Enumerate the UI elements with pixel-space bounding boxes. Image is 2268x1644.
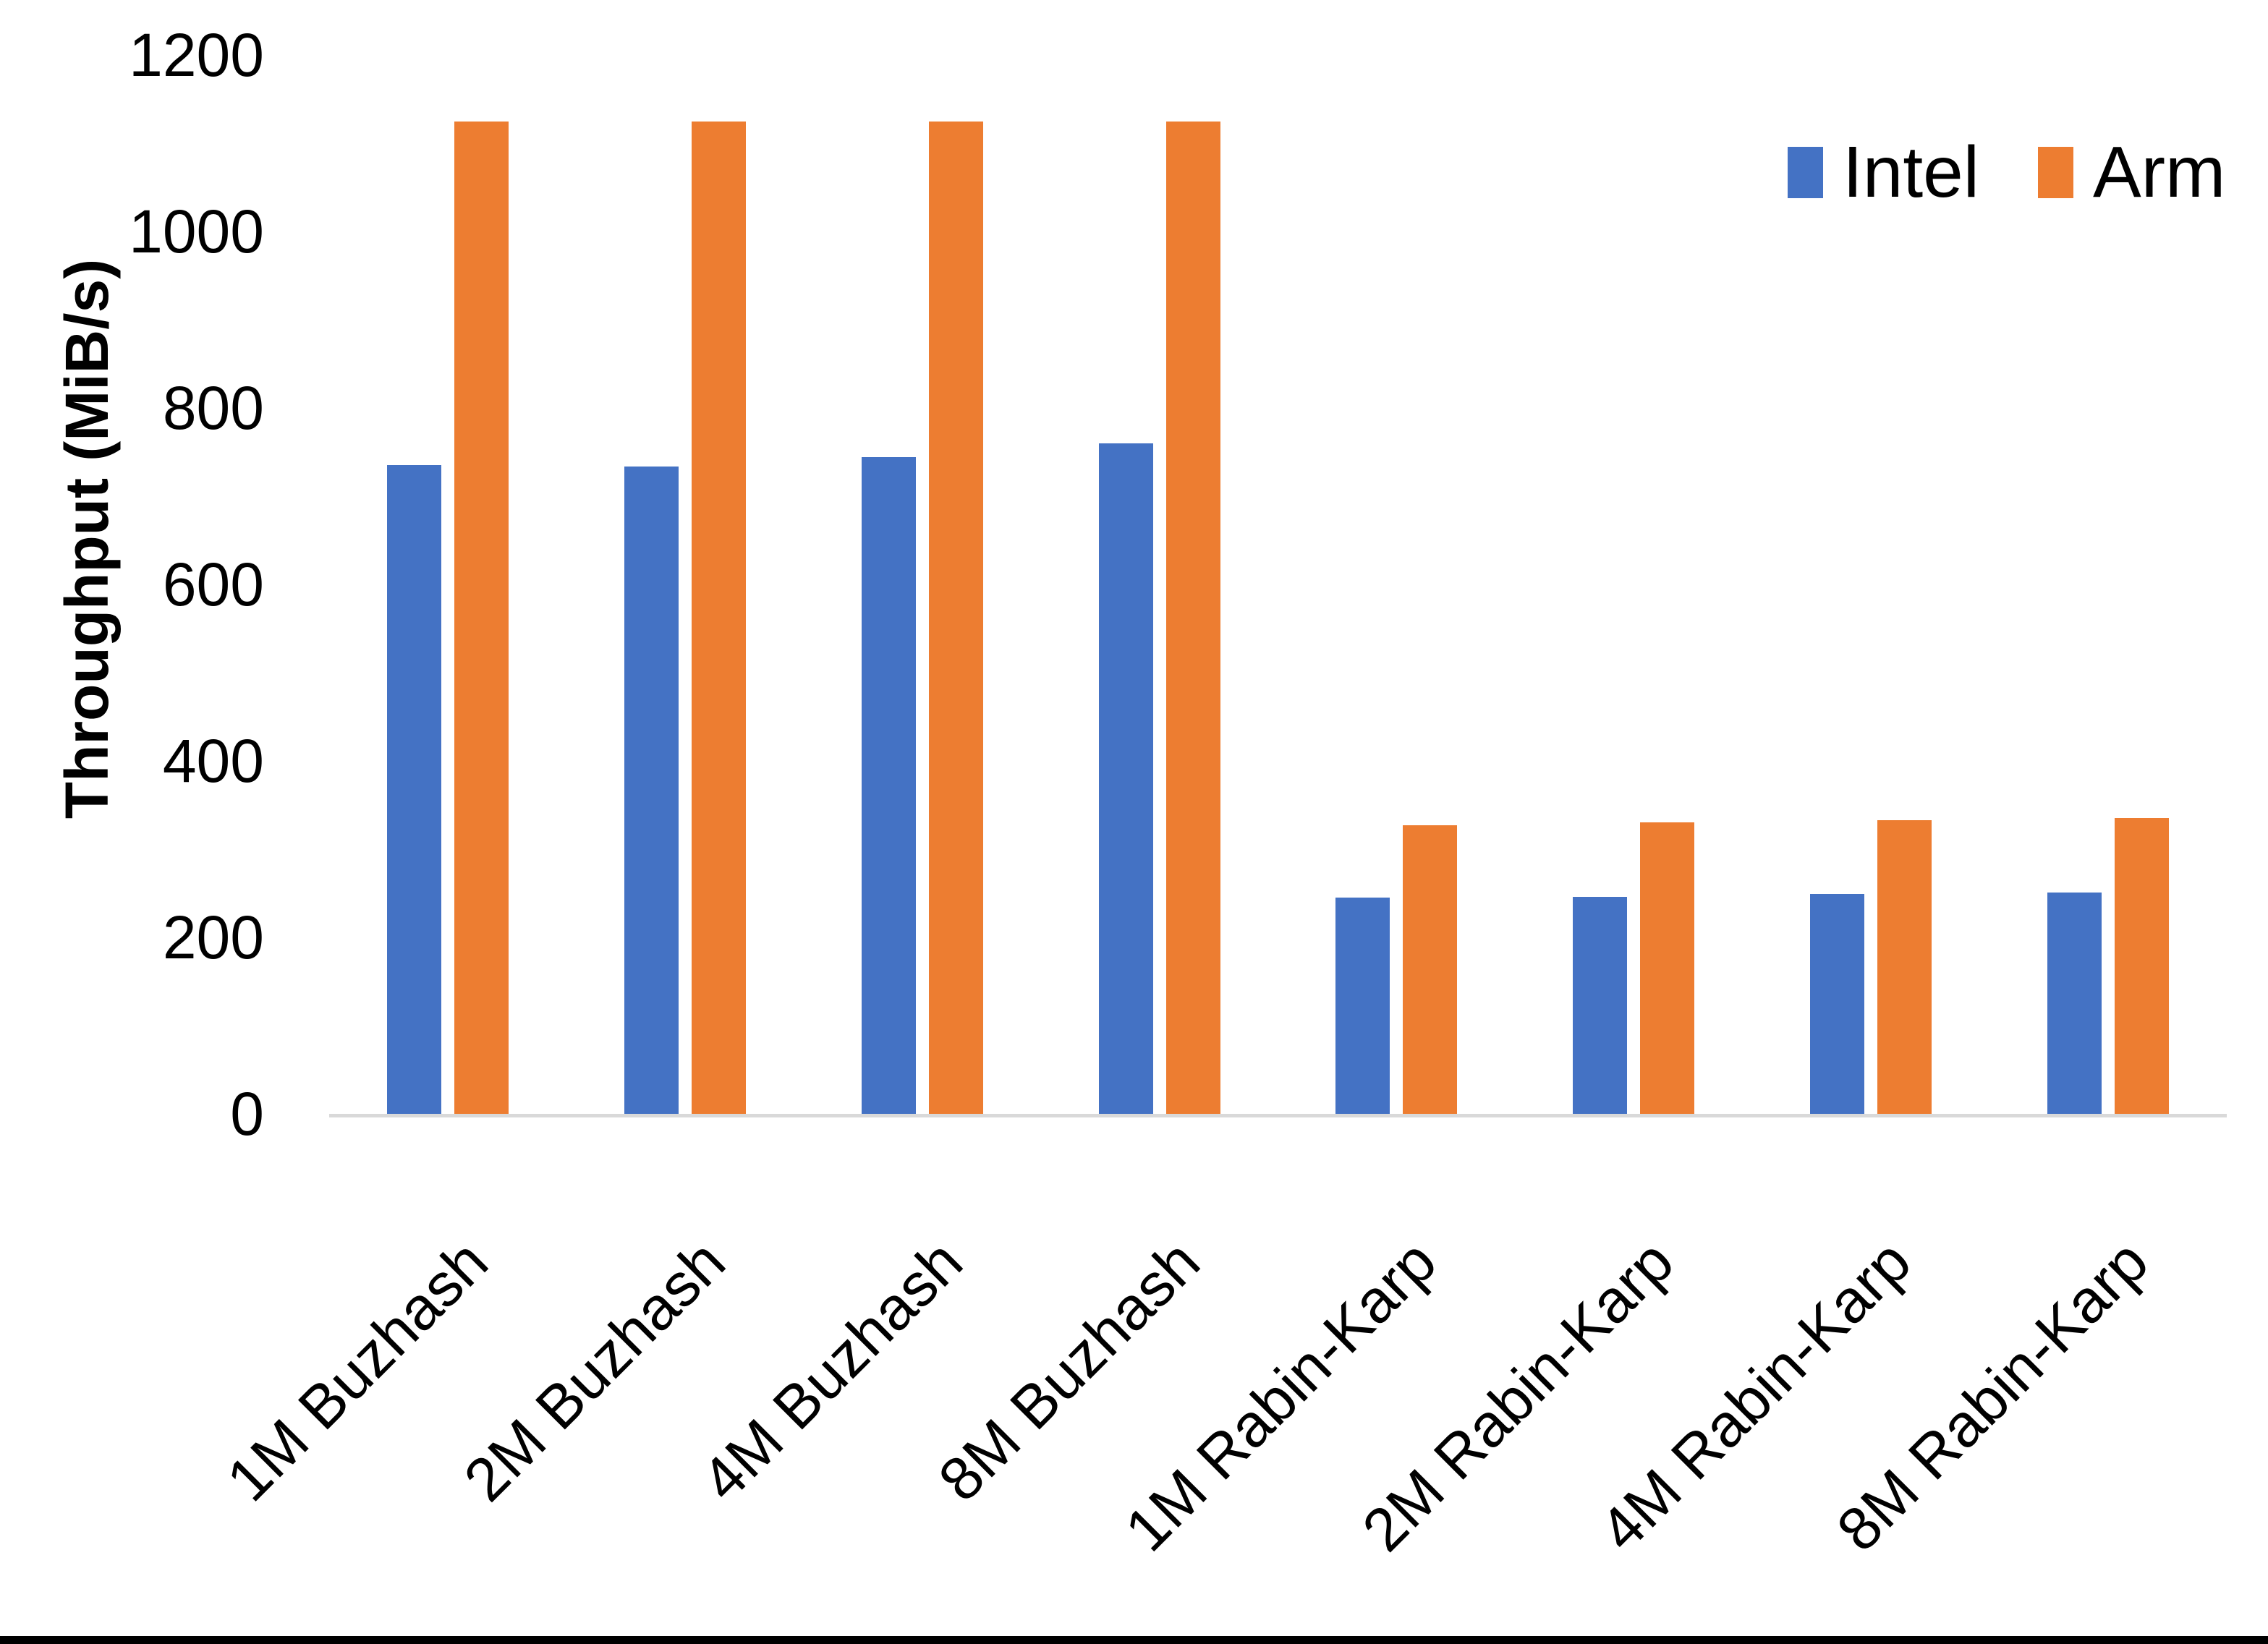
bar-arm-4m-rabin-karp [1877,819,1932,1114]
bar-arm-4m-buzhash [928,121,983,1114]
bottom-border [0,1636,2268,1644]
bar-intel-4m-buzhash [861,457,916,1114]
legend-swatch-arm [2038,146,2074,198]
bar-intel-8m-rabin-karp [2047,892,2102,1114]
bar-group-1m-buzhash [329,55,566,1114]
x-axis-category-label: 1M Buzhash [213,1227,501,1515]
bar-group-8m-buzhash [1041,55,1278,1114]
bar-group-8m-rabin-karp [1989,55,2227,1114]
y-axis-tick-label: 0 [230,1080,264,1148]
bar-arm-8m-rabin-karp [2115,818,2170,1114]
bar-group-2m-rabin-karp [1515,55,1752,1114]
bar-intel-1m-rabin-karp [1335,898,1390,1114]
y-axis-tick-label: 1200 [129,21,264,89]
bar-arm-1m-buzhash [454,121,509,1114]
bar-intel-2m-buzhash [624,466,679,1114]
bar-arm-8m-buzhash [1165,121,1220,1114]
y-axis-tick-label: 1000 [129,197,264,265]
bar-intel-1m-buzhash [386,465,441,1114]
bar-intel-4m-rabin-karp [1810,894,1865,1114]
bar-arm-2m-rabin-karp [1640,822,1695,1114]
y-axis-tick-label: 600 [162,550,264,618]
bar-group-1m-rabin-karp [1278,55,1516,1114]
bar-arm-1m-rabin-karp [1403,825,1458,1114]
legend-label-intel: Intel [1843,132,1980,213]
legend-item-intel: Intel [1788,136,1979,208]
y-axis-tick-label: 200 [162,903,264,971]
bar-group-4m-rabin-karp [1752,55,1989,1114]
plot-area [329,55,2227,1114]
bar-group-4m-buzhash [804,55,1041,1114]
x-axis-line [329,1114,2227,1117]
legend-swatch-intel [1788,146,1823,198]
legend-item-arm: Arm [2038,136,2225,208]
bar-group-2m-buzhash [566,55,804,1114]
bar-intel-2m-rabin-karp [1573,896,1628,1114]
legend-label-arm: Arm [2093,132,2226,213]
bar-arm-2m-buzhash [691,121,746,1114]
legend: Intel Arm [1788,136,2225,208]
bar-intel-8m-buzhash [1098,443,1153,1114]
y-axis-tick-label: 400 [162,727,264,795]
y-axis-tick-label: 800 [162,374,264,442]
